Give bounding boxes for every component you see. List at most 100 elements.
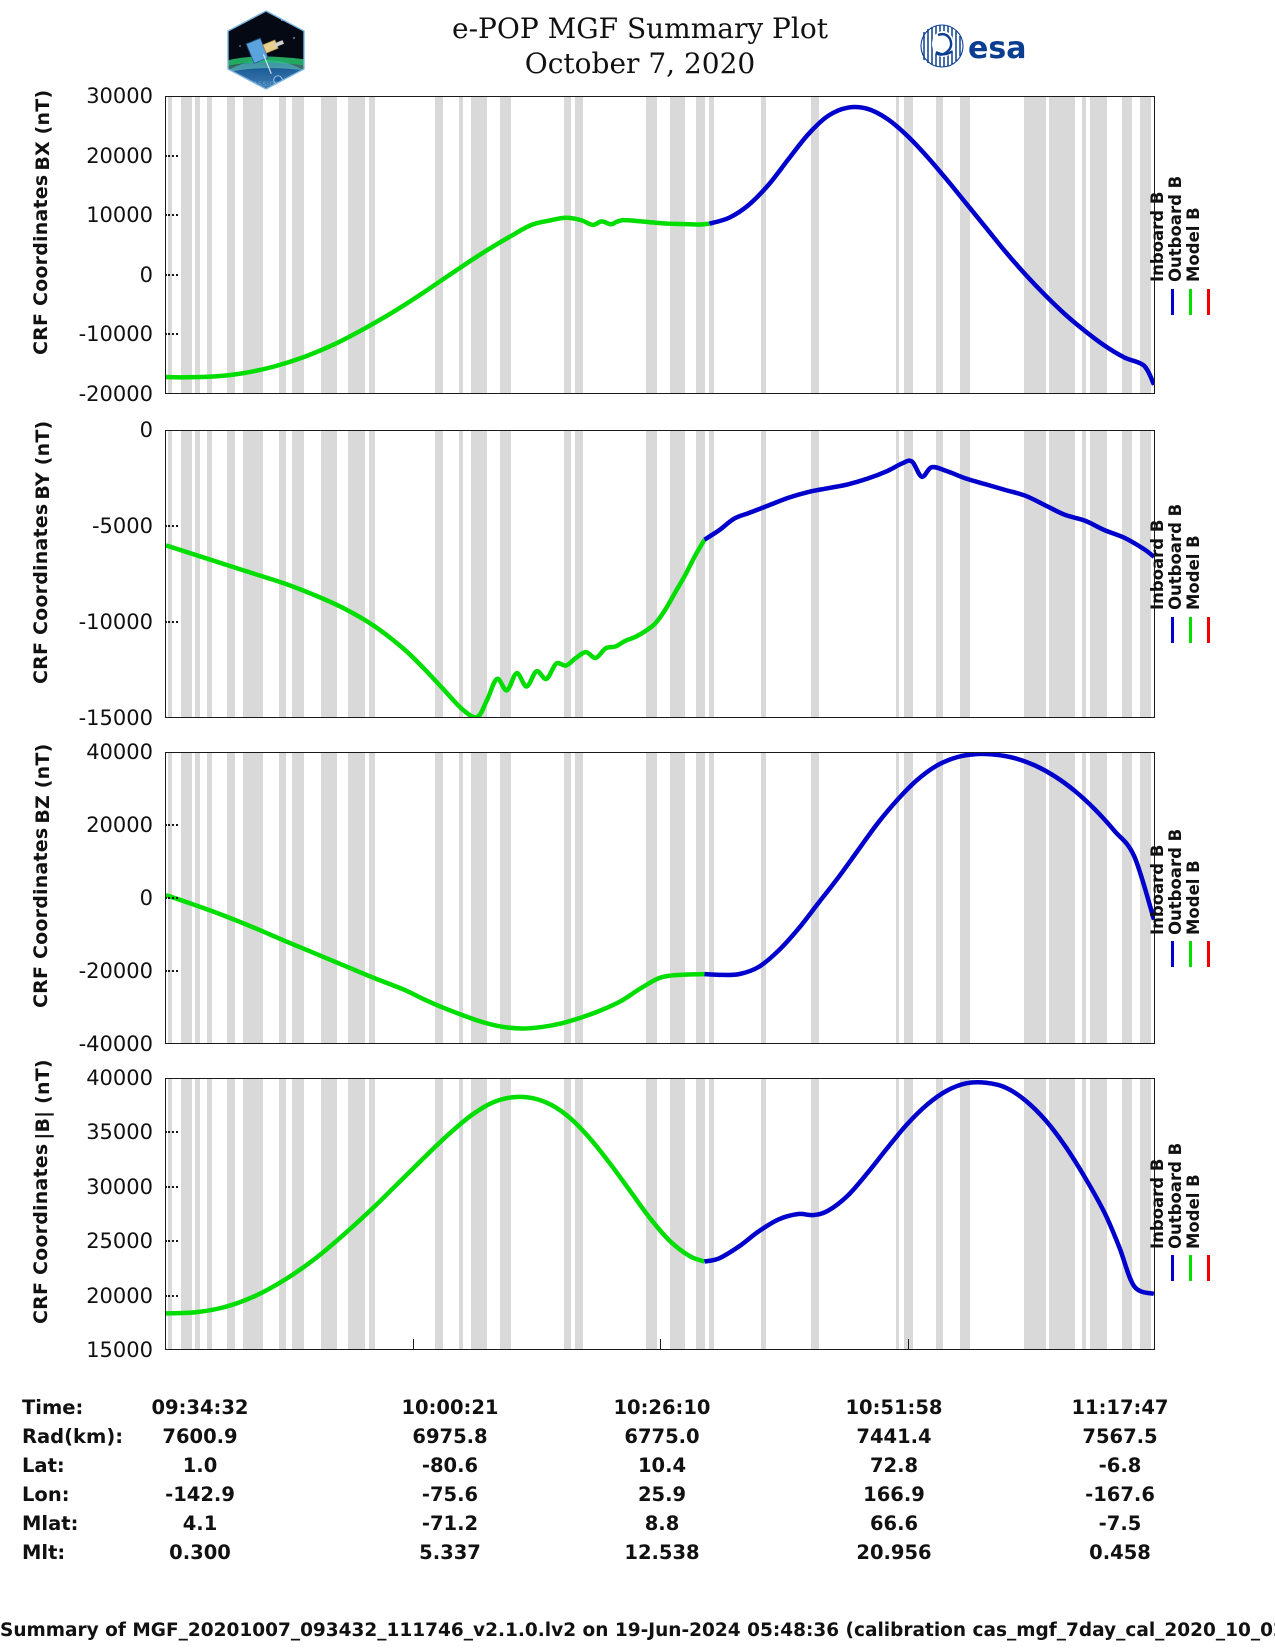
table-cell-time-2: 10:26:10 <box>613 1396 711 1419</box>
table-cell-lat-1: -80.6 <box>421 1454 479 1477</box>
table-cell-rad-2: 6775.0 <box>624 1425 700 1448</box>
y-tick-mark-p4-4 <box>165 1294 178 1297</box>
legend-p2: Inboard B Outboard B Model B <box>1148 430 1275 718</box>
legend-p4: Inboard B Outboard B Model B <box>1148 1078 1275 1350</box>
table-row-label: Lat: <box>22 1454 65 1477</box>
legend-swatch-outboard-b <box>1189 941 1192 968</box>
y-tick-label-p1-5: -20000 <box>78 382 153 406</box>
data-coverage-shading <box>166 97 1154 393</box>
trace-group-4 <box>166 1079 1154 1349</box>
y-tick-mark-p3-1 <box>165 824 178 826</box>
table-row: Time: 09:34:32 10:00:21 10:26:10 10:51:58 11:… <box>0 1396 1275 1425</box>
table-cell-mlt-1: 5.337 <box>419 1541 481 1564</box>
y-tick-label-p4-5: 15000 <box>86 1338 153 1362</box>
legend-swatch-outboard-b <box>1189 616 1192 643</box>
page-title: e-POP MGF Summary Plot October 7, 2020 <box>340 12 940 81</box>
footer-summary-text: Summary of MGF_20201007_093432_111746_v2… <box>0 1620 1275 1641</box>
y-tick-label-p2-3: -15000 <box>78 706 153 730</box>
trace-inboard-b <box>704 1082 1154 1294</box>
plot-area-2 <box>165 430 1155 718</box>
table-cell-mlt-3: 20.956 <box>856 1541 932 1564</box>
table-cell-lon-2: 25.9 <box>637 1483 687 1506</box>
table-cell-mlat-2: 8.8 <box>644 1512 680 1535</box>
table-row-label: Mlat: <box>22 1512 79 1535</box>
table-cell-time-4: 11:17:47 <box>1071 1396 1169 1419</box>
legend-label-inboard-b: Inboard B <box>1148 519 1167 611</box>
y-axis-title-line1: CRF Coordinates <box>30 174 52 355</box>
legend-p3: Inboard B Outboard B Model B <box>1148 752 1275 1044</box>
legend-label-outboard-b: Outboard B <box>1166 504 1185 611</box>
plot-area-3 <box>165 752 1155 1044</box>
legend-p1: Inboard B Outboard B Model B <box>1148 96 1275 394</box>
cassiope-mission-logo-icon: CASSIOPE <box>222 8 310 92</box>
page-header: CASSIOPE e-POP MGF Summary Plot October … <box>0 0 1275 92</box>
y-axis-title-line1: CRF Coordinates <box>30 503 52 684</box>
y-tick-label-p2-2: -10000 <box>78 610 153 634</box>
chart-panel-2: 0 -5000 -10000 -15000 CRF Coordinates BY (nT)… <box>0 418 1275 730</box>
y-tick-label-p4-3: 25000 <box>86 1229 153 1254</box>
y-axis-title-line2: |B| (nT) <box>32 1059 54 1140</box>
chart-panel-1: 30000 20000 10000 0 -10000 -20000 CRF Coordina… <box>0 84 1275 406</box>
legend-label-outboard-b: Outboard B <box>1166 1143 1185 1250</box>
legend-label-inboard-b: Inboard B <box>1148 191 1167 282</box>
table-row: Rad(km): 7600.9 6975.8 6775.0 7441.4 7567.5 <box>0 1425 1275 1454</box>
legend-swatch-inboard-b <box>1171 288 1174 315</box>
y-tick-label-p3-0: 40000 <box>86 740 153 764</box>
table-row: Lat: 1.0 -80.6 10.4 72.8 -6.8 <box>0 1454 1275 1483</box>
legend-swatch-model-b <box>1207 616 1210 643</box>
title-line-2: October 7, 2020 <box>524 46 756 80</box>
table-cell-time-3: 10:51:58 <box>845 1396 943 1419</box>
esa-logo-text: esa <box>968 31 1026 66</box>
y-axis-title-line2: BZ (nT) <box>32 743 54 824</box>
y-tick-label-p4-2: 30000 <box>86 1174 153 1199</box>
table-row-label: Time: <box>22 1396 84 1419</box>
y-tick-label-p2-0: 0 <box>139 418 153 442</box>
legend-label-model-b: Model B <box>1184 859 1203 935</box>
table-row-label: Lon: <box>22 1483 70 1506</box>
y-tick-label-p1-4: -10000 <box>78 322 153 347</box>
table-cell-lat-4: -6.8 <box>1098 1454 1142 1477</box>
trace-inboard-b <box>709 107 1154 385</box>
y-tick-mark-p3-2 <box>165 897 178 899</box>
y-axis-title-p2: CRF Coordinates BY (nT) <box>30 421 54 684</box>
y-tick-mark-p1-2 <box>165 214 178 217</box>
trace-outboard-b <box>166 1097 704 1314</box>
trace-outboard-b <box>166 540 704 717</box>
y-tick-label-p3-4: -40000 <box>78 1032 153 1056</box>
table-cell-mlt-4: 0.458 <box>1089 1541 1151 1564</box>
data-coverage-shading <box>166 1079 1154 1349</box>
legend-swatch-outboard-b <box>1189 288 1192 315</box>
table-cell-lat-2: 10.4 <box>637 1454 687 1477</box>
y-tick-label-p4-1: 35000 <box>86 1120 153 1145</box>
y-tick-label-p3-2: 0 <box>139 886 153 910</box>
trace-inboard-b <box>704 461 1154 557</box>
table-cell-lon-1: -75.6 <box>421 1483 479 1506</box>
legend-label-outboard-b: Outboard B <box>1166 175 1185 282</box>
table-cell-mlat-1: -71.2 <box>421 1512 479 1535</box>
trace-outboard-b <box>166 218 709 378</box>
table-row: Mlt: 0.300 5.337 12.538 20.956 0.458 <box>0 1541 1275 1570</box>
table-cell-rad-4: 7567.5 <box>1082 1425 1158 1448</box>
table-cell-mlat-0: 4.1 <box>182 1512 218 1535</box>
x-tick-mark-3 <box>907 1339 909 1350</box>
table-cell-mlt-0: 0.300 <box>169 1541 231 1564</box>
y-tick-label-p4-0: 40000 <box>86 1066 153 1090</box>
table-cell-mlt-2: 12.538 <box>624 1541 700 1564</box>
table-cell-lon-4: -167.6 <box>1085 1483 1155 1506</box>
y-tick-label-p2-1: -5000 <box>91 514 153 538</box>
table-cell-lat-0: 1.0 <box>182 1454 218 1477</box>
ephemeris-table: Time: 09:34:32 10:00:21 10:26:10 10:51:58 11:… <box>0 1396 1275 1570</box>
y-tick-label-p1-2: 10000 <box>86 203 153 228</box>
chart-panel-3: 40000 20000 0 -20000 -40000 CRF Coordinates BZ… <box>0 740 1275 1056</box>
legend-swatch-model-b <box>1207 288 1210 315</box>
trace-inboard-b <box>704 754 1154 975</box>
table-cell-mlat-4: -7.5 <box>1098 1512 1142 1535</box>
y-tick-label-p3-1: 20000 <box>86 813 153 837</box>
trace-group-2 <box>166 431 1154 717</box>
y-tick-label-p4-4: 20000 <box>86 1283 153 1308</box>
y-tick-mark-p1-1 <box>165 154 178 157</box>
esa-logo-icon: esa <box>918 22 1048 70</box>
legend-swatch-inboard-b <box>1171 616 1174 643</box>
legend-label-inboard-b: Inboard B <box>1148 844 1167 935</box>
title-line-1: e-POP MGF Summary Plot <box>452 12 828 45</box>
